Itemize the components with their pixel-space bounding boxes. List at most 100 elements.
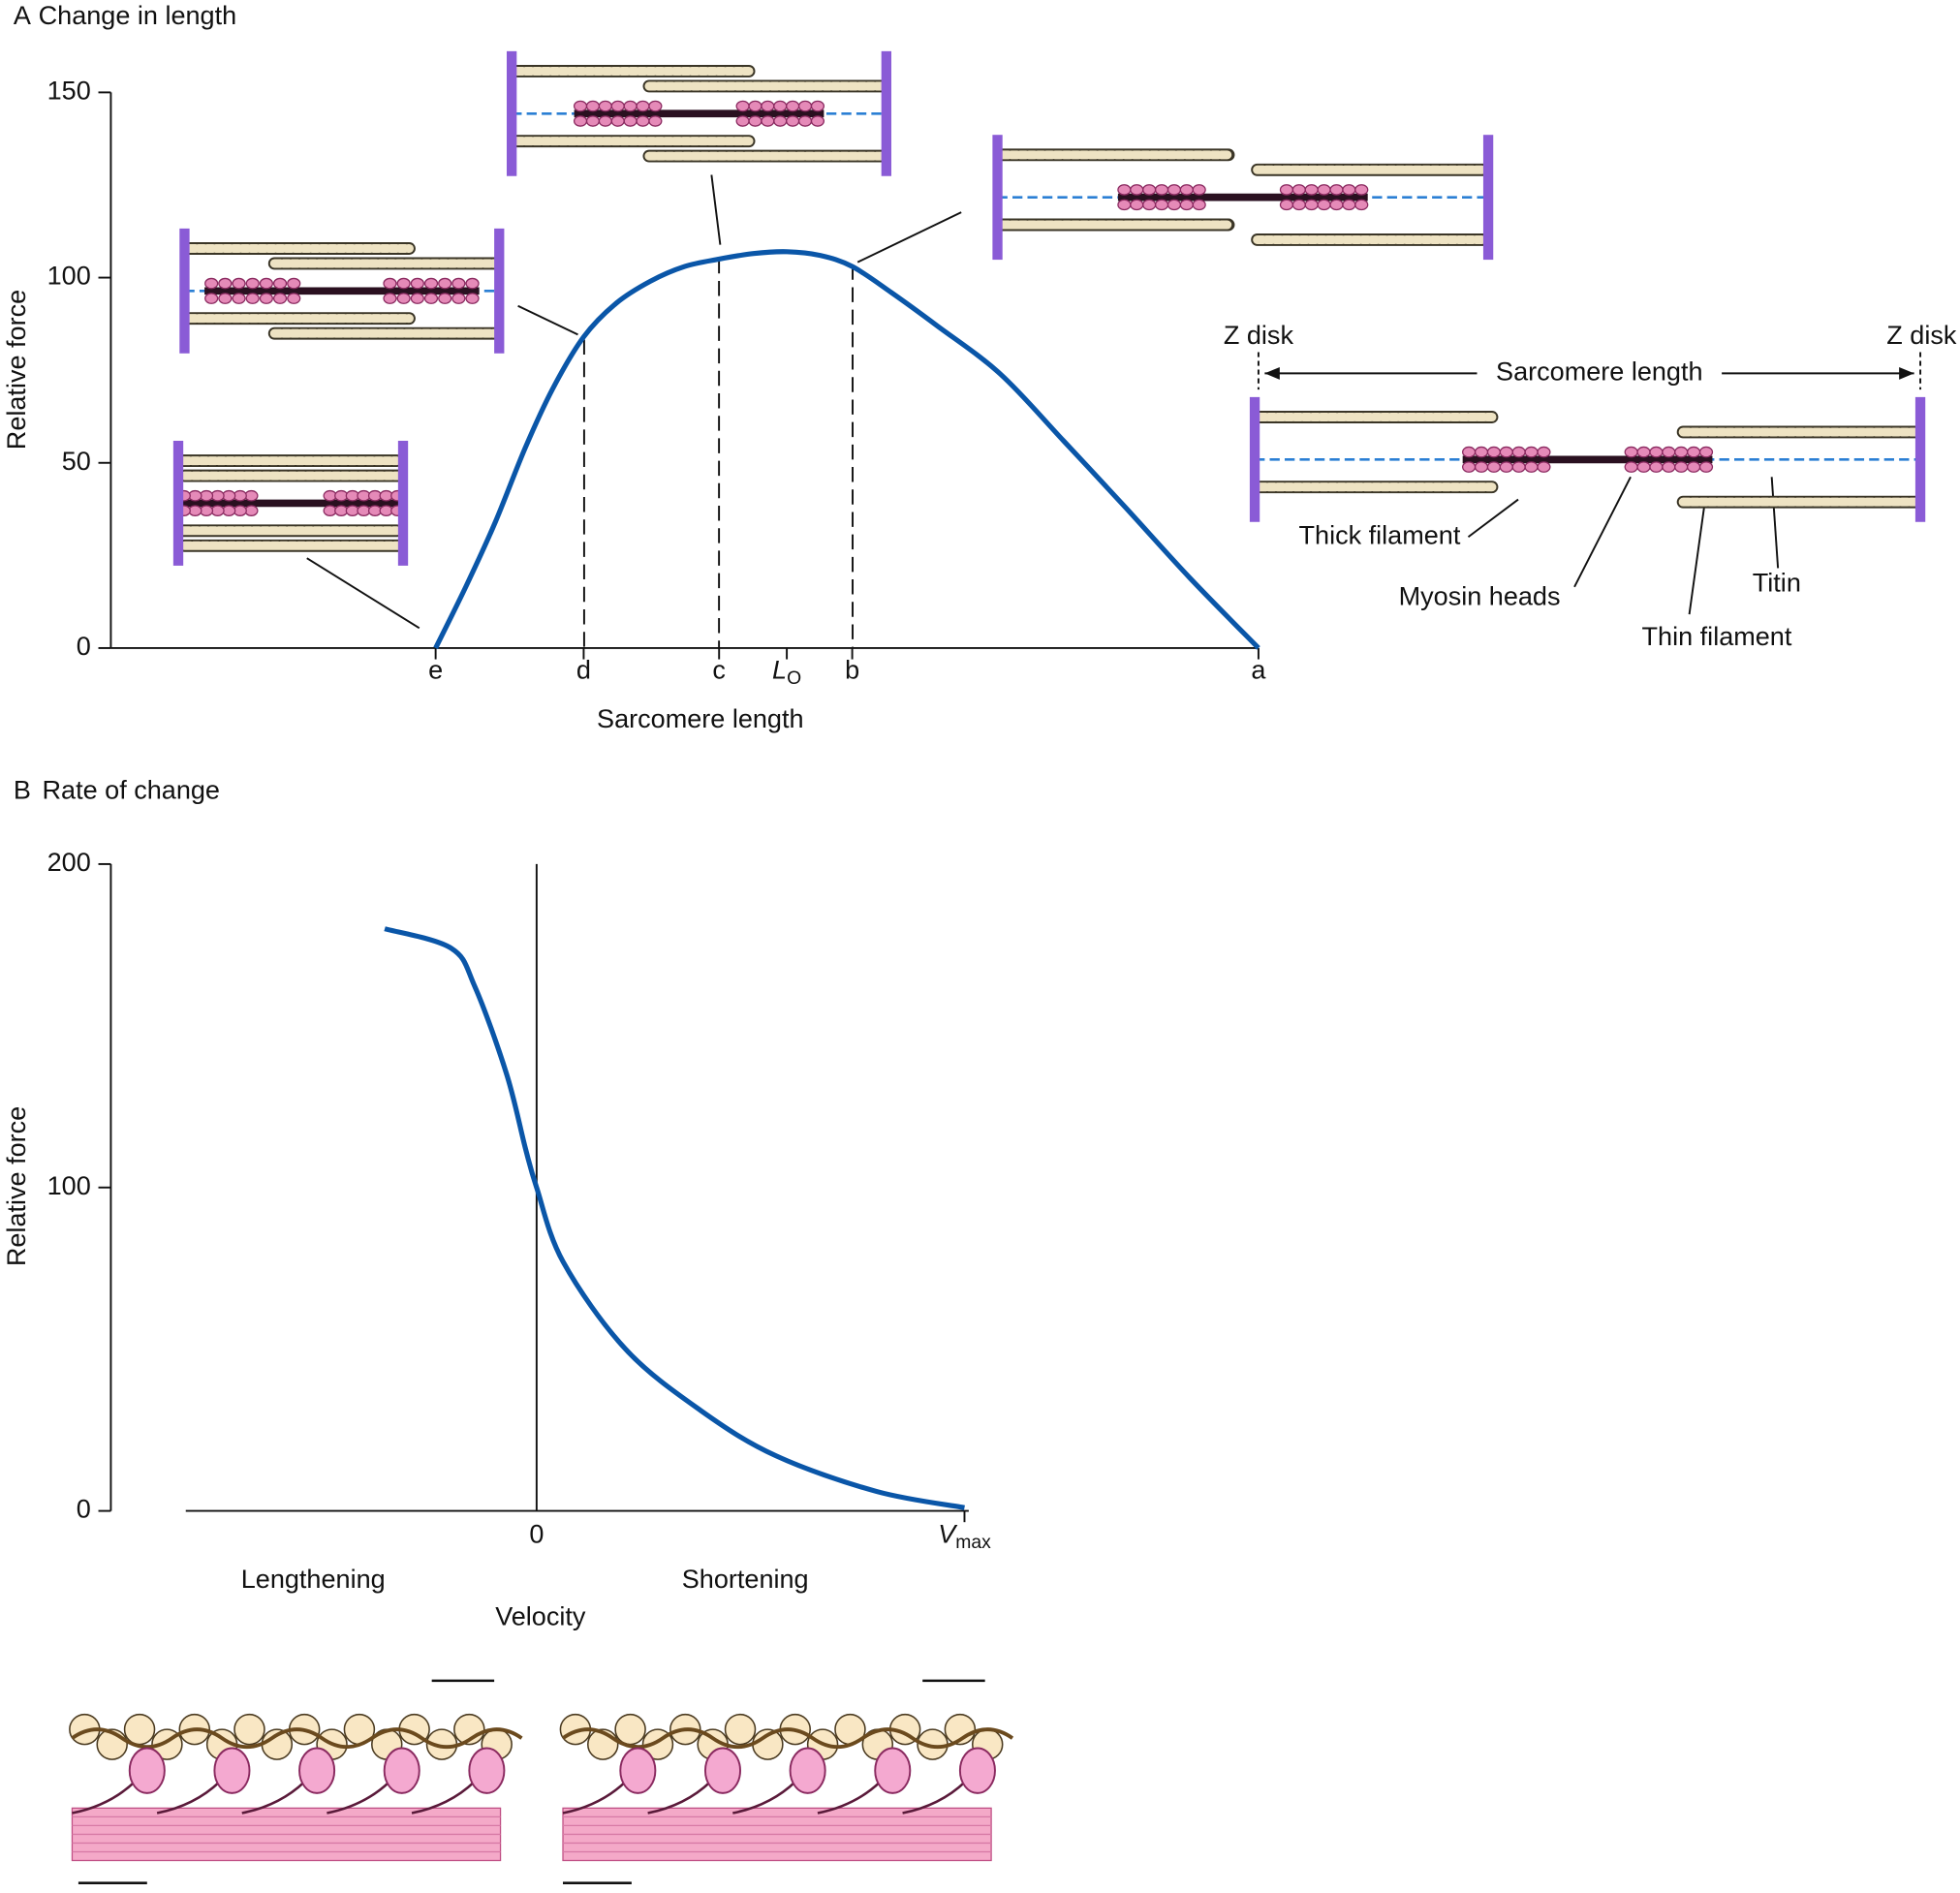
myosin-head xyxy=(610,100,625,112)
y-tick-label: 50 xyxy=(62,447,91,476)
myosin-head xyxy=(1304,184,1319,196)
myosin-head xyxy=(1537,446,1551,458)
z-disk xyxy=(494,228,505,354)
myosin-head xyxy=(748,100,762,112)
myosin-head xyxy=(451,293,466,304)
actin-bead xyxy=(123,1713,156,1746)
myosin-head xyxy=(396,293,411,304)
cross-bridge xyxy=(817,1781,882,1815)
z-disk xyxy=(397,440,409,566)
myosin-head xyxy=(585,100,601,112)
y-axis-label: Relative force xyxy=(2,1106,31,1266)
curve xyxy=(384,926,965,1510)
myosin-head xyxy=(761,100,775,112)
myosin-head xyxy=(735,115,750,127)
label-backing xyxy=(1480,356,1719,391)
y-axis-label: Relative force xyxy=(2,290,31,450)
myosin-head xyxy=(1179,184,1194,196)
myosin-head xyxy=(396,277,411,290)
tick-label-main: L xyxy=(772,656,787,685)
tropomyosin xyxy=(71,1727,523,1750)
myosin-head xyxy=(1167,199,1182,211)
cross-bridge xyxy=(902,1781,966,1815)
x-tick-label: a xyxy=(1251,656,1266,685)
myosin-head xyxy=(1624,446,1638,458)
myosin-head xyxy=(573,115,588,127)
myosin-head xyxy=(465,293,480,304)
x-tick-label: e xyxy=(428,656,443,685)
x-tick-label: 0 xyxy=(529,1520,544,1549)
myosin-head xyxy=(245,293,260,304)
myosin-head xyxy=(1474,461,1489,473)
tick-label-main: b xyxy=(845,656,859,685)
tick-label-main: a xyxy=(1251,656,1266,685)
myosin-head xyxy=(735,100,750,112)
myosin-head xyxy=(1524,446,1539,458)
myosin-head xyxy=(1317,184,1331,196)
actin-bead xyxy=(724,1713,757,1746)
myosin-head xyxy=(1662,446,1676,458)
leader-line xyxy=(1688,496,1707,615)
myosin-head xyxy=(1636,446,1651,458)
leader-line xyxy=(1467,498,1519,539)
myosin-head xyxy=(1279,184,1294,196)
myosin-head xyxy=(1537,461,1551,473)
myosin-head xyxy=(287,277,301,290)
tick-label-subscript: O xyxy=(787,668,801,689)
cross-bridge xyxy=(156,1781,221,1815)
myosin-head xyxy=(1192,184,1206,196)
myosin-head xyxy=(636,115,650,127)
myosin-head xyxy=(1698,461,1714,473)
myosin-head xyxy=(648,115,663,127)
myosin-head xyxy=(1354,199,1369,211)
x-axis-label: Velocity xyxy=(495,1602,586,1631)
y-tick-label: 100 xyxy=(47,1171,91,1200)
myosin-head xyxy=(703,1747,741,1794)
myosin-head xyxy=(272,293,288,304)
myosin-head xyxy=(786,100,800,112)
myosin-head xyxy=(1354,184,1369,196)
myosin-head xyxy=(1624,461,1638,473)
myosin-head xyxy=(874,1747,912,1794)
myosin-head xyxy=(204,277,219,290)
x-tick-label: LO xyxy=(772,656,801,690)
myosin-head xyxy=(1462,446,1477,458)
myosin-head xyxy=(761,115,775,127)
myosin-head xyxy=(1486,461,1501,473)
myosin-head xyxy=(128,1747,166,1794)
region-label: Lengthening xyxy=(241,1565,386,1594)
myosin-head xyxy=(218,293,233,304)
myosin-head xyxy=(1329,199,1344,211)
myosin-head xyxy=(468,1747,506,1794)
myosin-head xyxy=(585,115,601,127)
myosin-head xyxy=(623,115,638,127)
annotation: Myosin heads xyxy=(1399,582,1561,611)
y-tick-label: 0 xyxy=(77,1495,91,1524)
myosin-head xyxy=(298,1747,336,1794)
z-disk xyxy=(992,135,1003,261)
cross-bridge xyxy=(72,1781,136,1815)
myosin-head xyxy=(1662,461,1676,473)
chart-title: Rate of change xyxy=(43,775,220,804)
myosin-head xyxy=(1687,446,1701,458)
x-tick-label: Vmax xyxy=(938,1520,991,1554)
myosin-head xyxy=(636,100,650,112)
z-disk xyxy=(179,228,190,354)
myosin-head xyxy=(383,293,397,304)
myosin-head xyxy=(958,1747,996,1794)
y-tick-label: 100 xyxy=(47,262,91,291)
myosin-head xyxy=(1317,199,1331,211)
myosin-head xyxy=(218,277,233,290)
myosin-head xyxy=(1674,446,1689,458)
annotation: Sarcomere length xyxy=(1496,357,1702,387)
myosin-head xyxy=(598,100,612,112)
myosin-head xyxy=(773,115,788,127)
myosin-head xyxy=(259,293,273,304)
myosin-head xyxy=(610,115,625,127)
y-tick-label: 200 xyxy=(47,848,91,877)
myosin-head xyxy=(810,115,825,127)
x-tick-label: b xyxy=(845,656,859,685)
myosin-head xyxy=(423,277,439,290)
myosin-head xyxy=(1674,461,1689,473)
myosin-head xyxy=(1192,199,1206,211)
